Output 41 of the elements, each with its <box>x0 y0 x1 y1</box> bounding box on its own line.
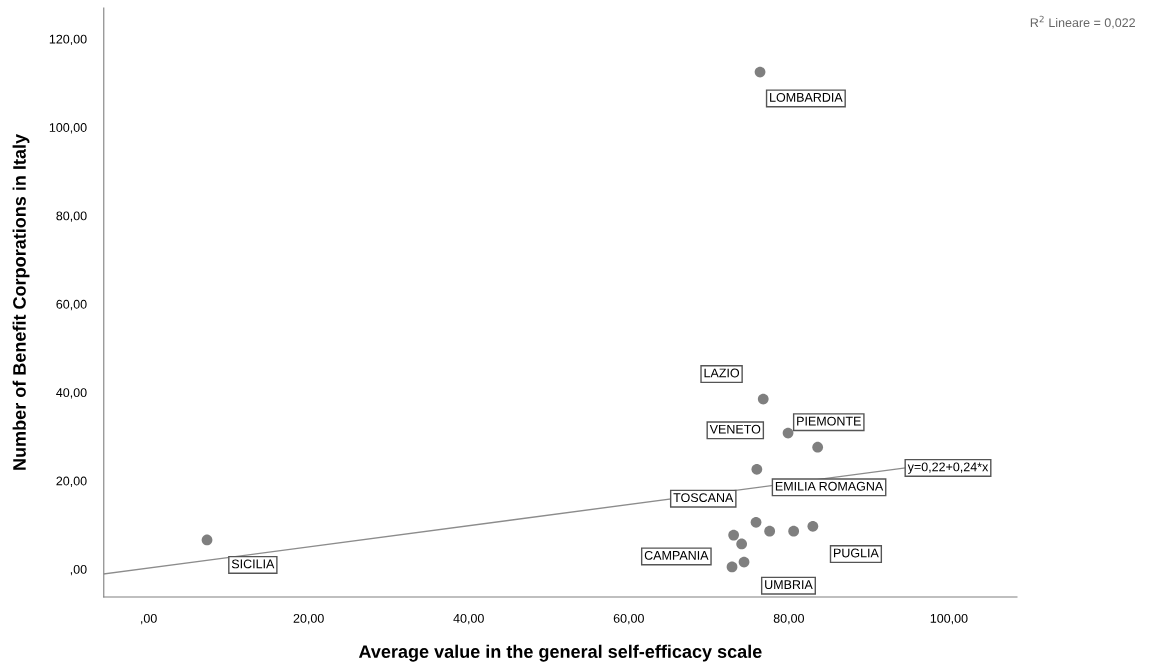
x-tick-label: 20,00 <box>293 613 324 625</box>
point <box>807 520 819 532</box>
y-tick-label: 20,00 <box>56 476 87 487</box>
y-tick-label: 120,00 <box>49 34 87 46</box>
point <box>738 556 750 568</box>
point <box>757 393 769 405</box>
annotation: LOMBARDIA <box>770 92 843 102</box>
annotation: UMBRIA <box>765 580 813 590</box>
point <box>754 66 766 78</box>
point <box>726 561 738 573</box>
y-tick-label: ,00 <box>70 564 87 576</box>
point <box>201 534 213 546</box>
point <box>764 525 776 537</box>
point <box>782 427 794 439</box>
annotation: VENETO <box>709 424 761 434</box>
point <box>728 529 740 541</box>
x-tick-label: 100,00 <box>930 613 968 625</box>
point <box>736 538 748 550</box>
x-tick-label: 60,00 <box>613 613 644 625</box>
x-tick-label: 80,00 <box>773 613 804 625</box>
annotation: TOSCANA <box>673 493 734 503</box>
y-tick-label: 40,00 <box>56 388 87 399</box>
y-tick-label: 60,00 <box>56 299 87 311</box>
text: R$^{2}$ Lineare = 0,022 <box>1030 15 1135 29</box>
y-axis-title: Number of Benefit Corporations in Italy <box>12 134 30 470</box>
x-tick-label: ,00 <box>141 613 157 625</box>
point <box>750 516 762 528</box>
x-axis-title: Average value in the general self-efficacy scale <box>358 644 762 662</box>
annotation: y=0,22+0,24*x <box>907 462 989 474</box>
annotation: PUGLIA <box>834 548 879 558</box>
x-tick-label: 40,00 <box>453 613 484 625</box>
annotation: EMILIA ROMAGNA <box>775 481 884 491</box>
annotation: SICILIA <box>231 559 275 569</box>
point <box>812 441 824 453</box>
point <box>788 525 800 537</box>
annotation: CAMPANIA <box>644 550 709 560</box>
annotation: PIEMONTE <box>797 416 861 426</box>
annotation: LAZIO <box>704 368 740 378</box>
point <box>751 463 763 475</box>
y-tick-label: 100,00 <box>49 123 87 134</box>
y-tick-label: 80,00 <box>56 211 87 222</box>
